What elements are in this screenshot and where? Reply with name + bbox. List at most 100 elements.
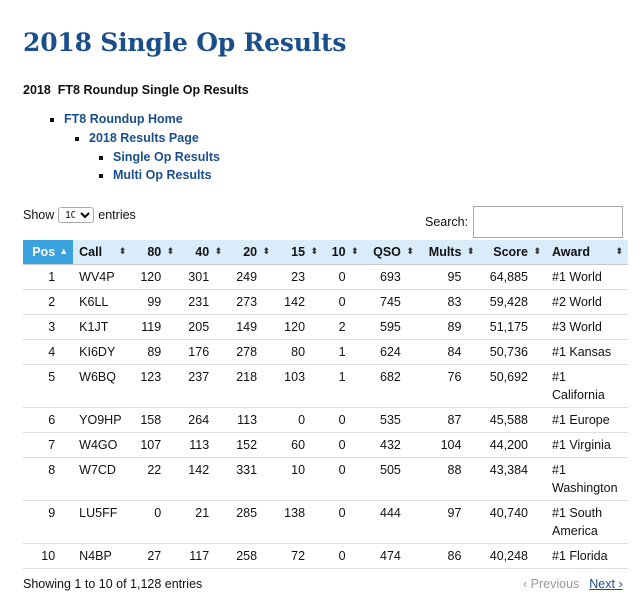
column-header-80[interactable]: 80 ⬍ [131, 240, 180, 265]
chevron-right-icon: › [614, 577, 623, 591]
cell-20: 152 [227, 432, 276, 458]
table-row: 1 WV4P 120 301 249 23 0 693 95 64,885 #1 World [23, 264, 628, 290]
cell-pos: 3 [23, 314, 74, 340]
table-row: 3 K1JT 119 205 149 120 2 595 89 51,175 #3 World [23, 314, 628, 340]
cell-call: W6BQ [73, 364, 132, 408]
search-input[interactable] [473, 206, 623, 238]
column-header-label: 20 [243, 245, 258, 259]
cell-40: 205 [179, 314, 228, 340]
column-header-label: Pos [32, 245, 56, 259]
cell-40: 301 [179, 264, 228, 290]
cell-20: 278 [227, 339, 276, 365]
cell-score: 50,736 [479, 339, 546, 365]
sort-both-icon: ⬍ [214, 246, 223, 256]
cell-pos: 1 [23, 264, 74, 290]
cell-pos: 8 [23, 457, 74, 501]
cell-award: #1 California [546, 364, 628, 408]
previous-button[interactable]: ‹ Previous [523, 577, 579, 591]
page-subtitle: 2018 FT8 Roundup Single Op Results [23, 83, 249, 97]
cell-score: 43,384 [479, 457, 546, 501]
sort-both-icon: ⬍ [166, 246, 175, 256]
nav-link-multi-op[interactable]: Multi Op Results [99, 168, 220, 182]
cell-80: 27 [131, 543, 180, 569]
cell-40: 142 [179, 457, 228, 501]
cell-20: 249 [227, 264, 276, 290]
page-title: 2018 Single Op Results [23, 28, 347, 57]
cell-40: 237 [179, 364, 228, 408]
cell-call: N4BP [73, 543, 132, 569]
cell-score: 64,885 [479, 264, 546, 290]
cell-call: K1JT [73, 314, 132, 340]
cell-mults: 86 [418, 543, 480, 569]
column-header-label: Call [79, 245, 103, 259]
cell-10: 0 [323, 457, 364, 501]
cell-20: 218 [227, 364, 276, 408]
table-row: 10 N4BP 27 117 258 72 0 474 86 40,248 #1 Florida [23, 543, 628, 569]
cell-15: 80 [275, 339, 324, 365]
cell-40: 264 [179, 407, 228, 433]
table-row: 2 K6LL 99 231 273 142 0 745 83 59,428 #2 World [23, 289, 628, 315]
column-header-20[interactable]: 20 ⬍ [227, 240, 276, 265]
cell-mults: 84 [418, 339, 480, 365]
column-header-score[interactable]: Score ⬍ [479, 240, 546, 265]
cell-40: 117 [179, 543, 228, 569]
table-row: 4 KI6DY 89 176 278 80 1 624 84 50,736 #1 Kansas [23, 339, 628, 365]
cell-score: 50,692 [479, 364, 546, 408]
header-row: Pos ▲ Call ⬍ 80 ⬍ 40 ⬍ 20 ⬍ 15 ⬍ 10 ⬍ QSO ⬍ Mults ⬍ Score ⬍… [23, 240, 628, 265]
cell-20: 258 [227, 543, 276, 569]
cell-pos: 2 [23, 289, 74, 315]
column-header-15[interactable]: 15 ⬍ [275, 240, 324, 265]
cell-qso: 432 [363, 432, 419, 458]
cell-40: 21 [179, 500, 228, 544]
sort-both-icon: ⬍ [310, 246, 319, 256]
sort-both-icon: ⬍ [615, 246, 623, 256]
column-header-pos[interactable]: Pos ▲ [23, 240, 74, 265]
search-label: Search: [425, 215, 469, 229]
next-button[interactable]: Next › [589, 577, 622, 591]
cell-15: 103 [275, 364, 324, 408]
column-header-label: Score [493, 245, 528, 259]
cell-score: 59,428 [479, 289, 546, 315]
cell-call: KI6DY [73, 339, 132, 365]
column-header-call[interactable]: Call ⬍ [73, 240, 132, 265]
cell-80: 22 [131, 457, 180, 501]
entries-select[interactable]: 10 [58, 207, 95, 223]
table-row: 8 W7CD 22 142 331 10 0 505 88 43,384 #1 Washington [23, 457, 628, 501]
cell-80: 120 [131, 264, 180, 290]
column-header-mults[interactable]: Mults ⬍ [418, 240, 480, 265]
cell-qso: 535 [363, 407, 419, 433]
sort-both-icon: ⬍ [406, 246, 414, 256]
cell-80: 99 [131, 289, 180, 315]
cell-10: 0 [323, 543, 364, 569]
column-header-40[interactable]: 40 ⬍ [179, 240, 228, 265]
show-label: Show [23, 208, 55, 222]
cell-mults: 89 [418, 314, 480, 340]
cell-award: #3 World [546, 314, 628, 340]
sort-both-icon: ⬍ [262, 246, 271, 256]
results-table: Pos ▲ Call ⬍ 80 ⬍ 40 ⬍ 20 ⬍ 15 ⬍ 10 ⬍ QSO ⬍ Mults ⬍ Score ⬍… [23, 240, 628, 569]
cell-pos: 10 [23, 543, 74, 569]
nav-link-ft8-home[interactable]: FT8 Roundup Home [50, 112, 183, 126]
entries-length-control: Show 10 entries [23, 207, 136, 223]
cell-15: 142 [275, 289, 324, 315]
cell-20: 331 [227, 457, 276, 501]
sort-both-icon: ⬍ [533, 246, 541, 256]
cell-call: W7CD [73, 457, 132, 501]
table-body: 1 WV4P 120 301 249 23 0 693 95 64,885 #1 World 2 K6L… [23, 264, 628, 569]
column-header-10[interactable]: 10 ⬍ [323, 240, 364, 265]
cell-20: 285 [227, 500, 276, 544]
chevron-left-icon: ‹ [523, 577, 531, 591]
cell-15: 120 [275, 314, 324, 340]
table-row: 6 YO9HP 158 264 113 0 0 535 87 45,588 #1 Europe [23, 407, 628, 433]
cell-mults: 104 [418, 432, 480, 458]
column-header-label: 40 [195, 245, 210, 259]
nav-link-results-page[interactable]: 2018 Results Page [75, 131, 199, 145]
column-header-award[interactable]: Award ⬍ [546, 240, 628, 265]
next-label: Next [589, 577, 615, 591]
sort-both-icon: ⬍ [466, 246, 475, 256]
previous-label: Previous [530, 577, 580, 591]
column-header-qso[interactable]: QSO ⬍ [363, 240, 419, 265]
cell-80: 0 [131, 500, 180, 544]
cell-mults: 83 [418, 289, 480, 315]
nav-link-single-op[interactable]: Single Op Results [99, 150, 220, 164]
